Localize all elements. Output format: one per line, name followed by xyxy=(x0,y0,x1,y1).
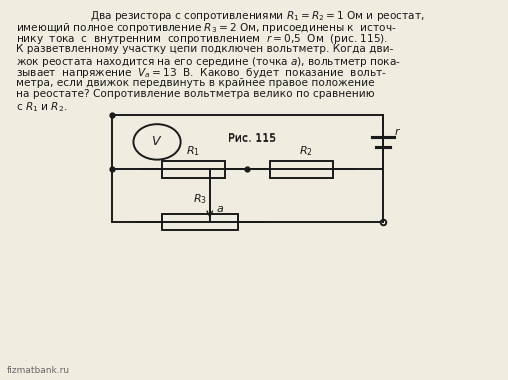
Text: нику  тока  с  внутренним  сопротивлением  $r = 0{,}5$  Ом  (рис. 115).: нику тока с внутренним сопротивлением $r… xyxy=(16,32,389,46)
Text: fizmatbank.ru: fizmatbank.ru xyxy=(7,366,70,375)
Text: $R_3$: $R_3$ xyxy=(193,192,207,206)
Text: зывает  напряжение  $V_a = 13$  В.  Каково  будет  показание  вольт-: зывает напряжение $V_a = 13$ В. Каково б… xyxy=(16,66,387,80)
Text: $R_2$: $R_2$ xyxy=(300,144,313,158)
Text: Два резистора с сопротивлениями $R_1 = R_2 = 1$ Ом и реостат,: Два резистора с сопротивлениями $R_1 = R… xyxy=(80,10,425,23)
Text: $V$: $V$ xyxy=(151,135,163,149)
Text: имеющий полное сопротивление $R_3 = 2$ Ом, присоединены к  источ-: имеющий полное сопротивление $R_3 = 2$ О… xyxy=(16,21,397,35)
Text: Рис. 115: Рис. 115 xyxy=(228,133,276,143)
Text: метра, если движок передвинуть в крайнее правое положение: метра, если движок передвинуть в крайнее… xyxy=(16,78,375,87)
Text: жок реостата находится на его середине (точка $a$), вольтметр пока-: жок реостата находится на его середине (… xyxy=(16,55,401,69)
Circle shape xyxy=(134,124,181,160)
Bar xyxy=(162,161,225,177)
Text: с $R_1$ и $R_2$.: с $R_1$ и $R_2$. xyxy=(16,100,68,114)
Text: на реостате? Сопротивление вольтметра велико по сравнению: на реостате? Сопротивление вольтметра ве… xyxy=(16,89,375,99)
Text: $R_1$: $R_1$ xyxy=(186,144,201,158)
Text: $r$: $r$ xyxy=(394,126,401,137)
Text: Рис. 115: Рис. 115 xyxy=(228,134,276,144)
Bar xyxy=(270,161,333,177)
Text: К разветвленному участку цепи подключен вольтметр. Когда дви-: К разветвленному участку цепи подключен … xyxy=(16,44,394,54)
Text: $a$: $a$ xyxy=(216,204,225,214)
Bar xyxy=(162,214,238,230)
